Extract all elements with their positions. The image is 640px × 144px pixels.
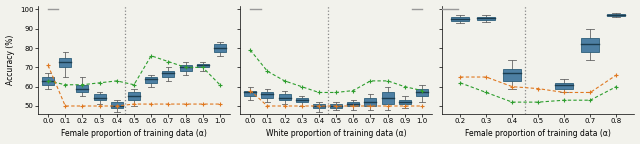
- Bar: [330, 104, 342, 108]
- Bar: [93, 94, 106, 100]
- Bar: [261, 92, 273, 98]
- X-axis label: White proportion of training data (α): White proportion of training data (α): [266, 129, 406, 138]
- Bar: [451, 17, 469, 21]
- Bar: [214, 44, 226, 52]
- Bar: [244, 91, 256, 96]
- Bar: [364, 98, 376, 106]
- Bar: [196, 64, 209, 67]
- Bar: [348, 102, 359, 106]
- Bar: [381, 92, 394, 104]
- Bar: [555, 83, 573, 89]
- Bar: [179, 65, 191, 71]
- Bar: [128, 92, 140, 100]
- Bar: [278, 94, 291, 100]
- Y-axis label: Accuracy (%): Accuracy (%): [6, 34, 15, 85]
- Bar: [163, 71, 174, 77]
- Bar: [60, 58, 71, 67]
- Bar: [76, 85, 88, 92]
- Bar: [145, 77, 157, 83]
- X-axis label: Female proportion of training data (α): Female proportion of training data (α): [465, 129, 611, 138]
- Bar: [399, 100, 411, 104]
- Bar: [296, 98, 308, 102]
- X-axis label: Female proportion of training data (α): Female proportion of training data (α): [61, 129, 207, 138]
- Bar: [111, 102, 123, 108]
- Bar: [477, 17, 495, 20]
- Bar: [42, 77, 54, 85]
- Bar: [607, 14, 625, 16]
- Bar: [313, 104, 325, 108]
- Bar: [503, 69, 522, 81]
- Bar: [581, 38, 599, 52]
- Bar: [416, 89, 428, 96]
